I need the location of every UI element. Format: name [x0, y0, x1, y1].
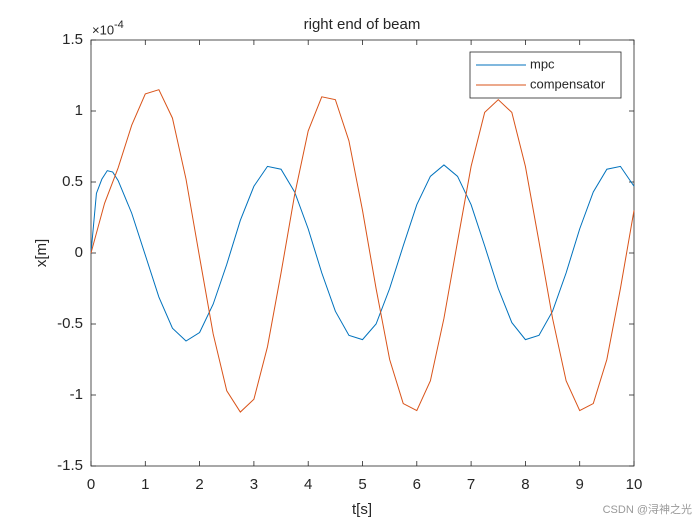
x-tick-label: 9	[576, 476, 584, 493]
x-axis-label: t[s]	[352, 501, 372, 518]
chart-title: right end of beam	[304, 16, 421, 33]
y-exponent-power: -4	[114, 19, 124, 31]
legend-label: mpc	[530, 56, 555, 71]
x-tick-label: 10	[626, 476, 643, 493]
legend: mpc compensator	[469, 51, 622, 99]
plot-area	[90, 39, 635, 467]
y-exponent-base: ×10	[92, 22, 114, 37]
x-tick-label: 6	[413, 476, 421, 493]
y-tick-label: 0.5	[62, 173, 83, 190]
watermark: CSDN @浔神之光	[603, 502, 692, 516]
y-tick-label: 0	[75, 244, 83, 261]
y-tick-label: -1	[70, 386, 83, 403]
legend-label: compensator	[530, 76, 606, 91]
y-tick-label: 1.5	[62, 31, 83, 48]
y-axis-label: x[m]	[33, 239, 50, 267]
x-tick-label: 1	[141, 476, 149, 493]
legend-box	[469, 51, 622, 99]
series-line	[90, 164, 635, 342]
y-tick-label: 1	[75, 102, 83, 119]
x-tick-label: 7	[467, 476, 475, 493]
x-tick-label: 8	[521, 476, 529, 493]
ticks: 0 1 2 3 4 5 6 7 8 9 10 -1.5 -1 -0.5 0 0.5 1 1.5	[57, 31, 642, 493]
x-tick-label: 4	[304, 476, 312, 493]
y-tick-label: -0.5	[57, 315, 83, 332]
x-tick-label: 3	[250, 476, 258, 493]
x-tick-label: 5	[358, 476, 366, 493]
x-tick-label: 0	[87, 476, 95, 493]
series-line	[90, 89, 635, 413]
x-tick-label: 2	[195, 476, 203, 493]
series-lines	[90, 89, 635, 413]
y-tick-label: -1.5	[57, 457, 83, 474]
